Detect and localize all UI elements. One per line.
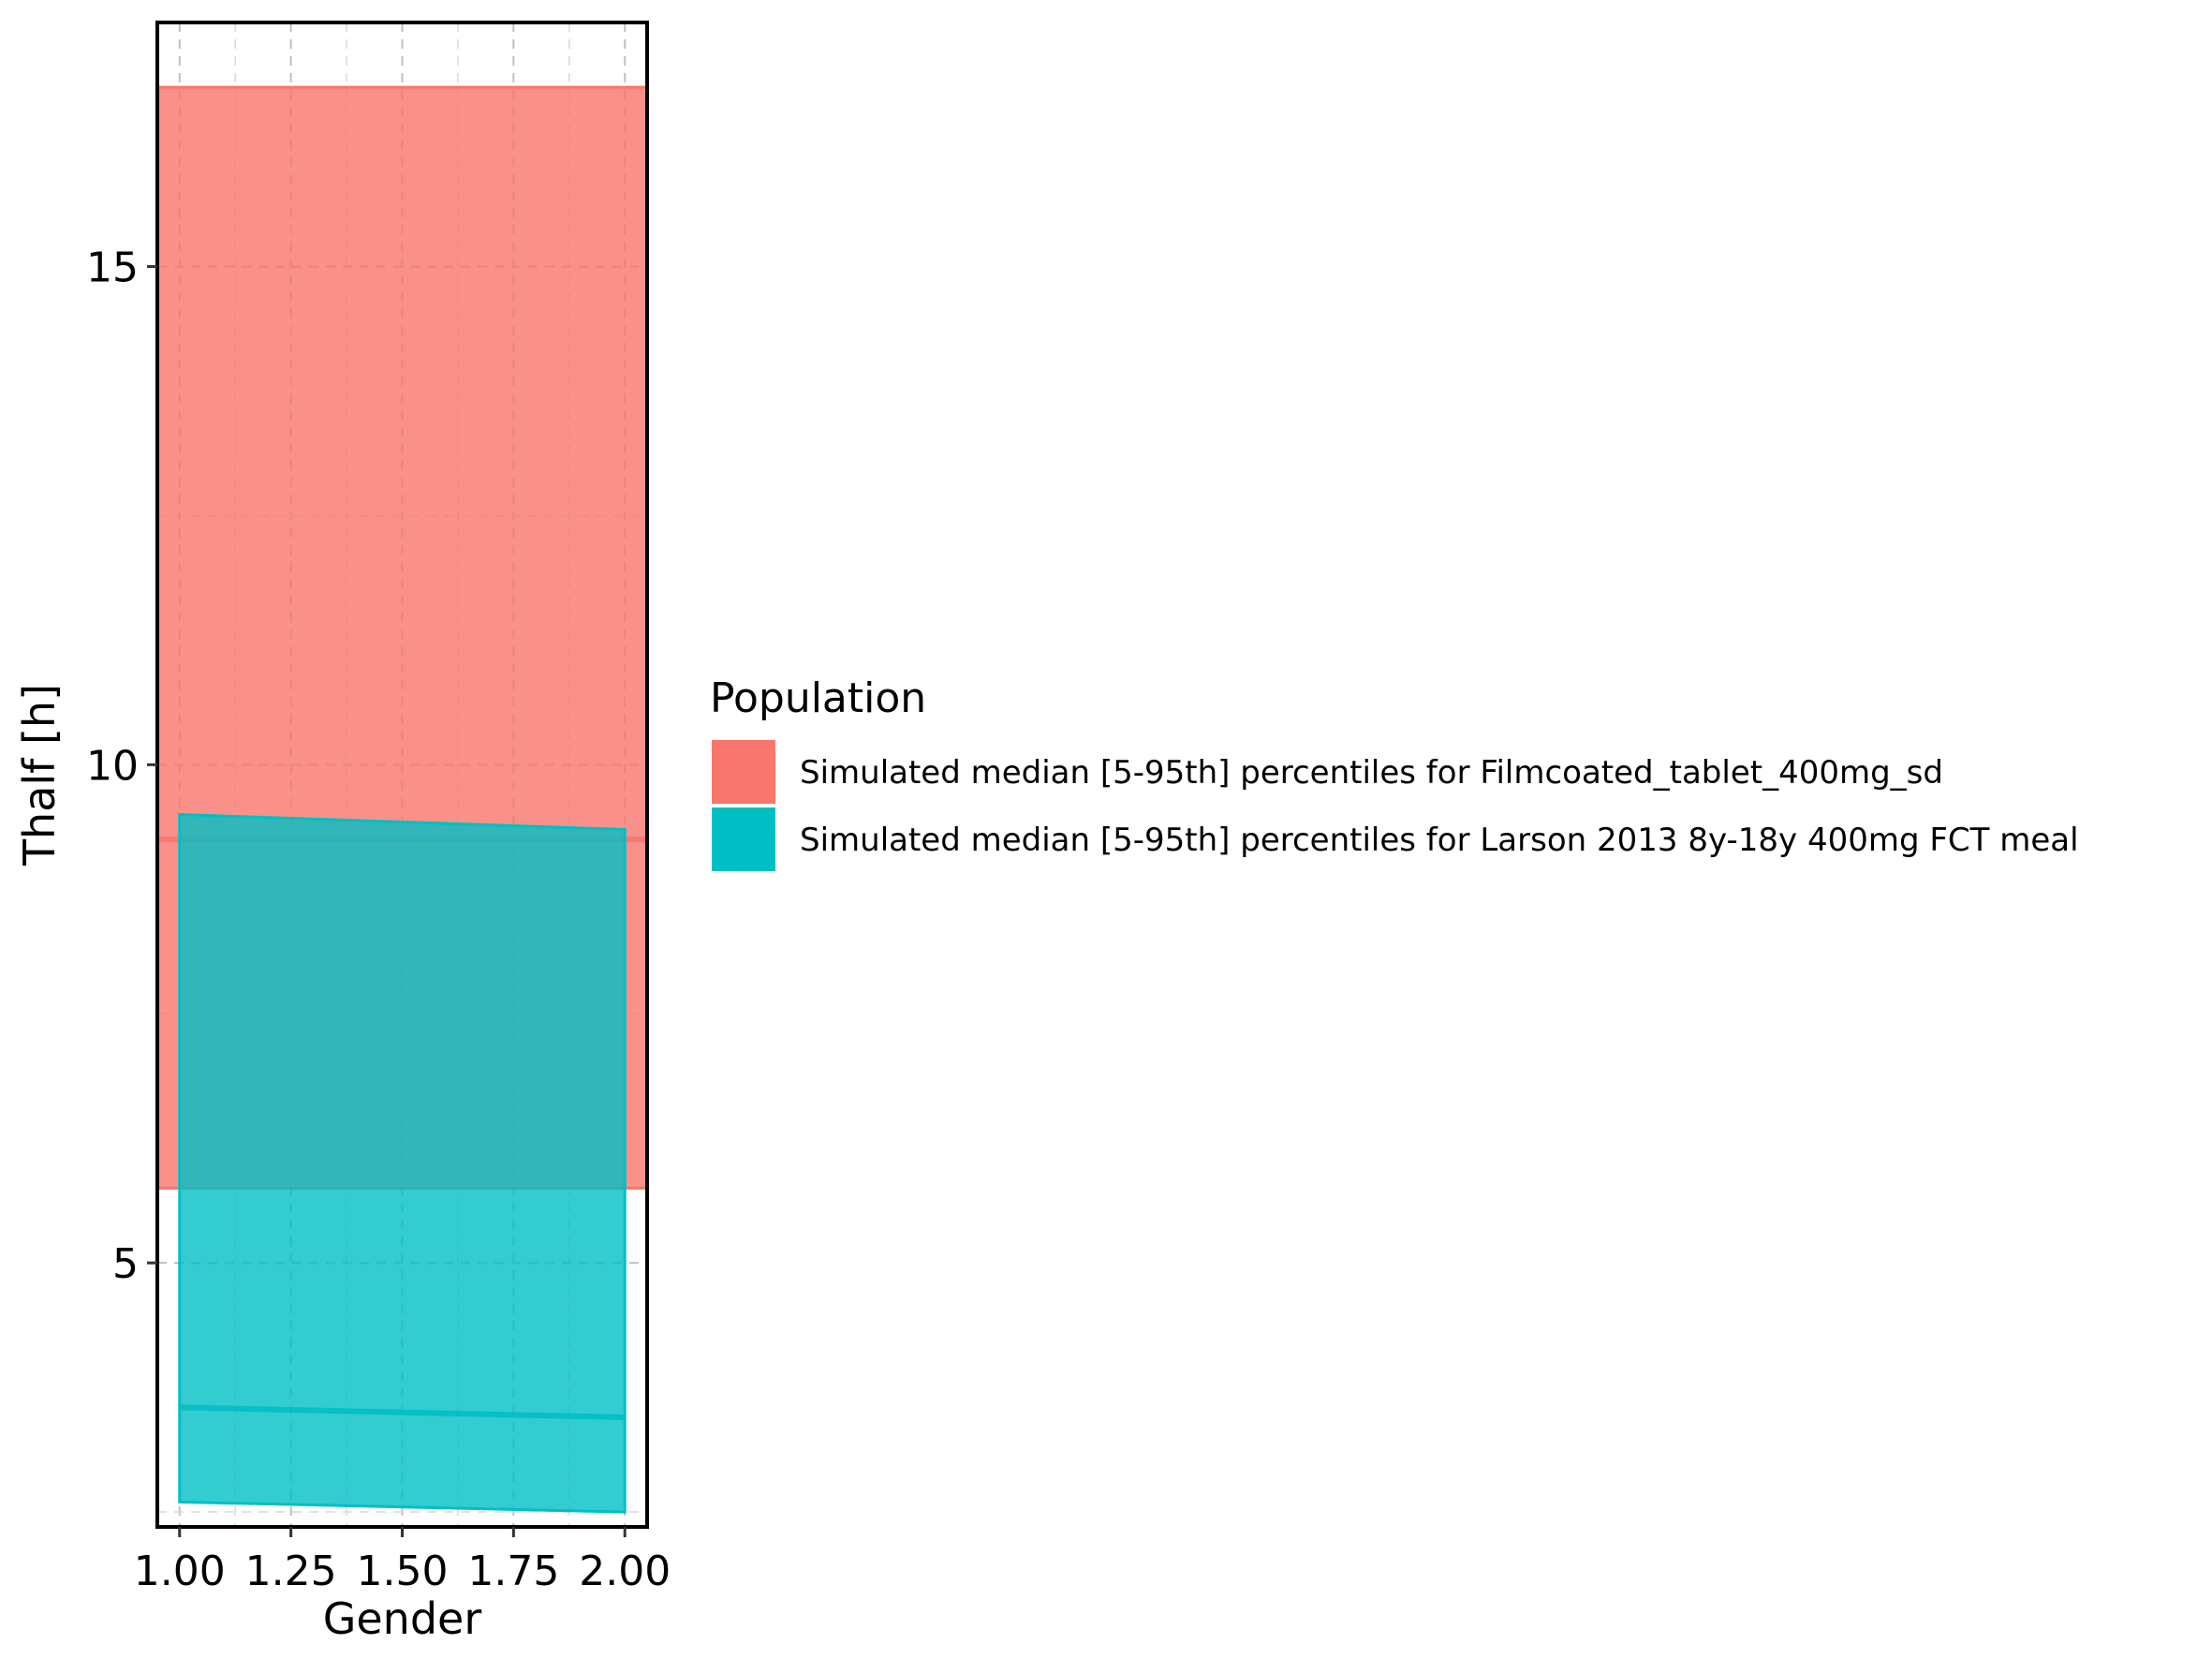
y-axis-title: Thalf [h]: [14, 684, 65, 867]
x-tick-label-4: 2.00: [579, 1548, 671, 1595]
x-tick-label-2: 1.50: [357, 1548, 449, 1595]
y-tick-label-0: 5: [112, 1240, 139, 1288]
legend-swatch-0: [712, 740, 775, 804]
legend-label-1: Simulated median [5-95th] percentiles fo…: [800, 822, 2079, 859]
y-tick-label-1: 10: [86, 742, 139, 790]
x-axis-title: Gender: [323, 1593, 482, 1644]
legend: Population Simulated median [5-95th] per…: [710, 674, 2079, 873]
series-layer: [155, 85, 649, 1514]
x-tick-label-3: 1.75: [467, 1548, 559, 1595]
legend-swatch-1: [712, 807, 775, 871]
legend-label-0: Simulated median [5-95th] percentiles fo…: [800, 754, 1943, 792]
median-line-series-1: [179, 1404, 626, 1421]
x-tick-label-1: 1.25: [245, 1548, 337, 1595]
ribbon-series-1: [178, 812, 627, 1514]
y-tick-label-2: 15: [86, 244, 139, 292]
axes: 1.00 1.25 1.50 1.75 2.00 5 10 15: [86, 244, 671, 1595]
legend-title: Population: [710, 674, 926, 722]
x-tick-label-0: 1.00: [134, 1548, 226, 1595]
